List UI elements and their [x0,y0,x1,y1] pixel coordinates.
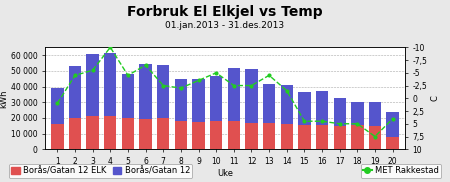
Bar [210,76,222,121]
MET Rakkestad [196,79,201,82]
MET Rakkestad [108,46,113,48]
Bar [51,124,63,149]
Bar [245,69,258,123]
MET Rakkestad [213,72,219,74]
Bar [333,126,346,149]
Bar [157,118,169,149]
Text: 01.jan.2013 - 31.des.2013: 01.jan.2013 - 31.des.2013 [166,21,284,30]
Bar [281,85,293,124]
Bar [369,102,381,126]
MET Rakkestad [284,90,289,92]
MET Rakkestad [161,84,166,87]
MET Rakkestad [372,135,378,138]
Bar [86,54,99,116]
Bar [210,121,222,149]
Bar [387,137,399,149]
Bar [69,118,81,149]
Bar [104,116,117,149]
Bar [387,112,399,137]
Bar [263,84,275,123]
Legend: MET Rakkestad: MET Rakkestad [361,164,441,178]
Bar [351,125,364,149]
Bar [281,124,293,149]
Bar [316,91,328,125]
Line: MET Rakkestad: MET Rakkestad [55,45,395,139]
MET Rakkestad [249,84,254,87]
Bar [228,121,240,149]
Bar [333,98,346,126]
MET Rakkestad [178,87,184,89]
Bar [157,65,169,118]
Bar [245,123,258,149]
Bar [122,118,134,149]
MET Rakkestad [390,118,396,120]
Bar [192,80,205,122]
Bar [140,119,152,149]
Bar [140,64,152,119]
Bar [86,116,99,149]
Bar [263,123,275,149]
Bar [192,122,205,149]
Bar [228,68,240,121]
Y-axis label: C: C [430,95,439,101]
Legend: Borås/Gatan 12 ELK, Borås/Gatan 12: Borås/Gatan 12 ELK, Borås/Gatan 12 [9,164,193,178]
Bar [351,102,364,125]
Bar [69,66,81,118]
MET Rakkestad [90,69,95,71]
MET Rakkestad [143,64,148,66]
MET Rakkestad [125,74,130,76]
Bar [51,88,63,124]
MET Rakkestad [355,123,360,125]
Bar [175,121,187,149]
MET Rakkestad [72,74,78,76]
MET Rakkestad [266,74,272,76]
Bar [122,74,134,118]
Text: Forbruk El Elkjel vs Temp: Forbruk El Elkjel vs Temp [127,5,323,19]
X-axis label: Uke: Uke [217,169,233,178]
Bar [298,92,310,125]
Y-axis label: kWh: kWh [0,89,8,108]
Bar [298,125,310,149]
MET Rakkestad [54,102,60,104]
MET Rakkestad [231,84,237,87]
Bar [369,126,381,149]
MET Rakkestad [302,120,307,122]
MET Rakkestad [337,123,342,125]
Bar [316,125,328,149]
Bar [104,53,117,116]
Bar [175,80,187,121]
MET Rakkestad [320,120,325,122]
